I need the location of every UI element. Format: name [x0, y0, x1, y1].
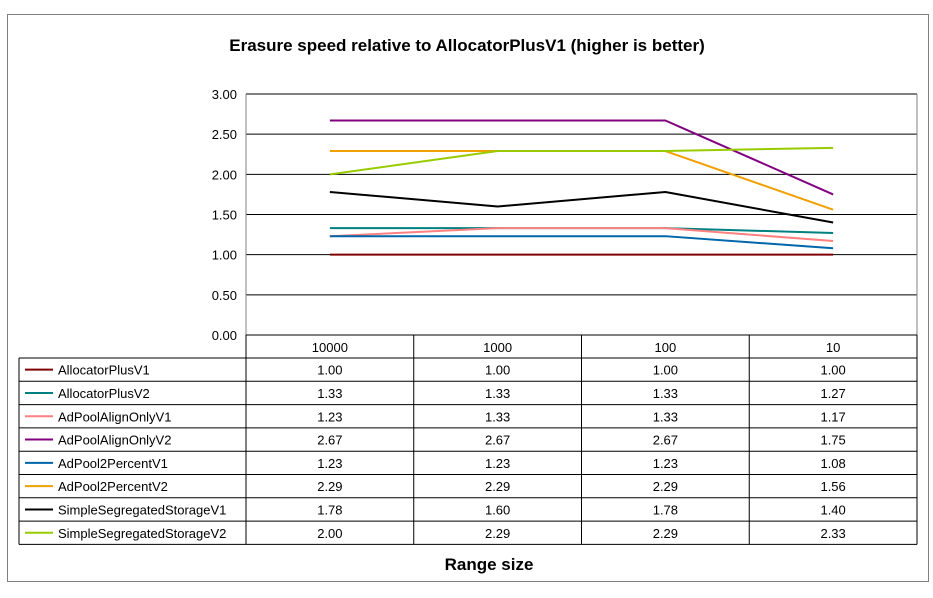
data-label: 1.00: [820, 363, 845, 378]
y-axis-ticks: 0.00 0.50 1.00 1.50 2.00 2.50 3.00: [212, 87, 237, 343]
data-label: 2.00: [317, 526, 342, 541]
series-name: SimpleSegregatedStorageV2: [58, 526, 226, 541]
data-label: 1.33: [653, 409, 678, 424]
data-label: 1.00: [653, 363, 678, 378]
data-label: 1.33: [485, 409, 510, 424]
data-label: 2.29: [653, 526, 678, 541]
series-name: AdPoolAlignOnlyV2: [58, 433, 171, 448]
data-label: 1.78: [317, 502, 342, 517]
data-label: 2.29: [485, 479, 510, 494]
data-label: 1.56: [820, 479, 845, 494]
series-name: AllocatorPlusV2: [58, 386, 150, 401]
series-line: [329, 119, 834, 196]
data-label: 2.29: [485, 526, 510, 541]
data-label: 2.29: [653, 479, 678, 494]
data-label: 1.23: [317, 409, 342, 424]
series-name: AdPoolAlignOnlyV1: [58, 409, 171, 424]
series-line: [329, 146, 834, 176]
x-tick-label: 10: [826, 340, 840, 355]
y-tick-label: 0.00: [212, 328, 237, 343]
series-name: AdPool2PercentV1: [58, 456, 168, 471]
chart-frame: [7, 14, 929, 582]
data-label: 1.23: [485, 456, 510, 471]
y-tick-label: 2.00: [212, 167, 237, 182]
series-name: SimpleSegregatedStorageV1: [58, 502, 226, 517]
data-label: 1.08: [820, 456, 845, 471]
data-label: 1.33: [317, 386, 342, 401]
y-tick-label: 1.50: [212, 208, 237, 223]
data-label: 1.75: [820, 433, 845, 448]
data-label: 1.27: [820, 386, 845, 401]
gridlines: [245, 93, 918, 335]
x-axis-title: Range size: [445, 555, 534, 574]
chart-title: Erasure speed relative to AllocatorPlusV…: [229, 36, 705, 55]
data-label: 1.33: [653, 386, 678, 401]
data-label: 1.00: [485, 363, 510, 378]
series-line: [329, 150, 834, 211]
data-label: 1.23: [653, 456, 678, 471]
y-tick-label: 2.50: [212, 127, 237, 142]
y-tick-label: 0.50: [212, 288, 237, 303]
y-tick-label: 3.00: [212, 87, 237, 102]
data-label: 1.00: [317, 363, 342, 378]
data-label: 2.29: [317, 479, 342, 494]
x-tick-label: 10000: [312, 340, 348, 355]
data-label: 1.78: [653, 502, 678, 517]
data-label: 2.33: [820, 526, 845, 541]
data-label: 1.60: [485, 502, 510, 517]
series-lines: [329, 119, 834, 256]
data-label: 1.17: [820, 409, 845, 424]
series-line: [329, 191, 834, 224]
data-label: 1.33: [485, 386, 510, 401]
data-label: 2.67: [653, 433, 678, 448]
data-label: 1.23: [317, 456, 342, 471]
data-label: 1.40: [820, 502, 845, 517]
series-name: AllocatorPlusV1: [58, 363, 150, 378]
data-label: 2.67: [485, 433, 510, 448]
data-label: 2.67: [317, 433, 342, 448]
x-tick-label: 1000: [483, 340, 512, 355]
series-line: [329, 235, 834, 250]
series-line: [329, 227, 834, 243]
x-tick-label: 100: [655, 340, 677, 355]
series-name: AdPool2PercentV2: [58, 479, 168, 494]
data-table: 10000 1000 100 10 AllocatorPlusV1 1.00 1.00 1.0…: [18, 334, 918, 545]
y-tick-label: 1.00: [212, 248, 237, 263]
